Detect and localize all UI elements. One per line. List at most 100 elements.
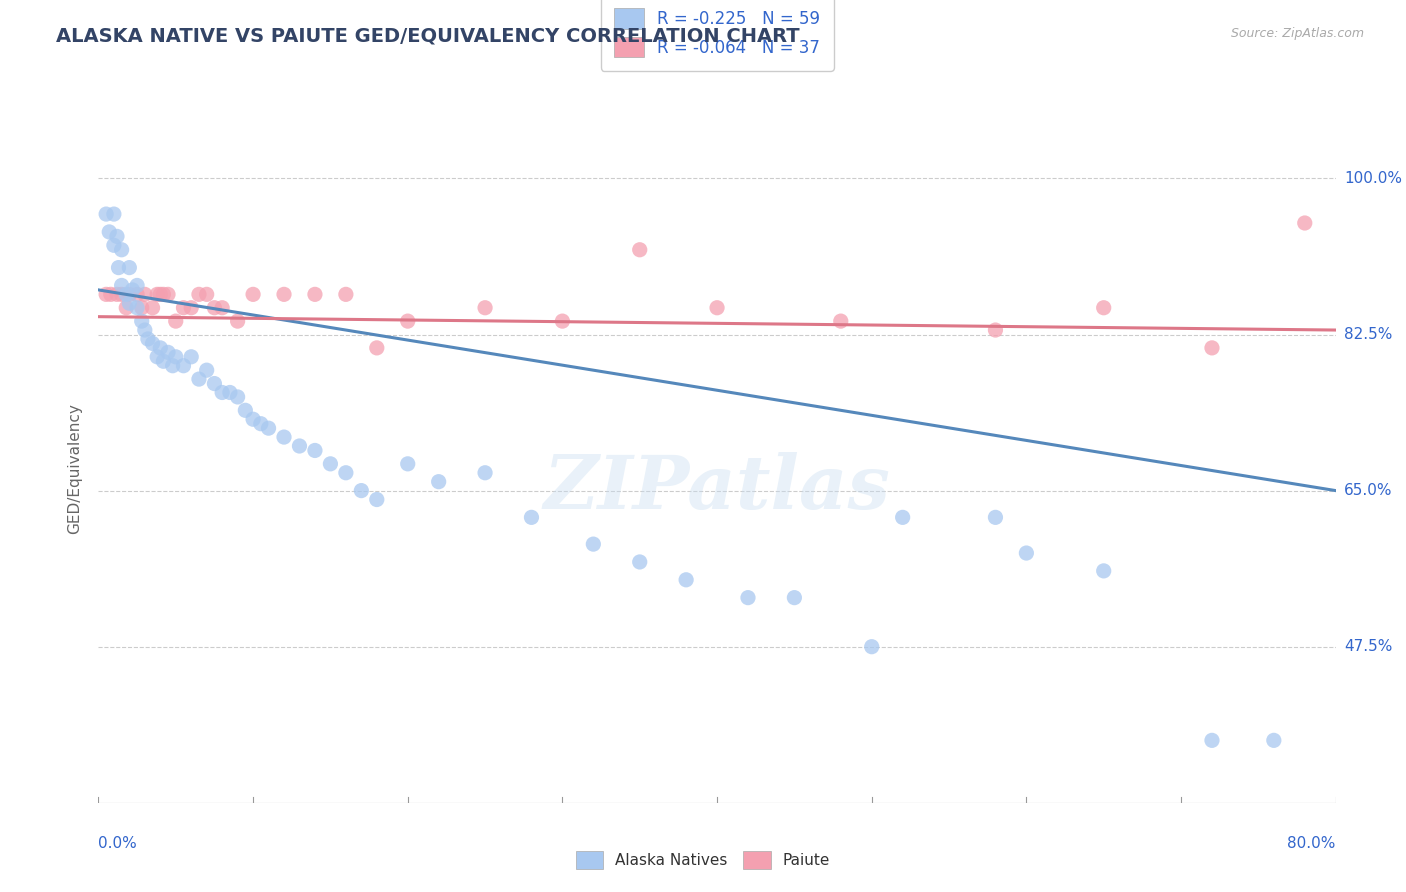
Point (172, 301, 194, 315)
Point (319, 457, 342, 471)
Point (131, 314, 153, 328)
Point (149, 287, 172, 301)
Text: 47.5%: 47.5% (1344, 640, 1392, 654)
Point (211, 385, 233, 400)
Point (157, 287, 180, 301)
Point (195, 363, 218, 377)
Point (366, 341, 388, 355)
Point (172, 359, 194, 373)
Text: Source: ZipAtlas.com: Source: ZipAtlas.com (1230, 27, 1364, 40)
Point (427, 475, 450, 489)
Point (233, 403, 257, 417)
Point (737, 591, 759, 605)
Text: 80.0%: 80.0% (1288, 837, 1336, 851)
Legend: Alaska Natives, Paiute: Alaska Natives, Paiute (569, 845, 837, 875)
Point (675, 573, 697, 587)
Point (105, 229, 128, 244)
Point (103, 238, 125, 252)
Point (250, 417, 273, 431)
Point (219, 385, 242, 400)
Point (984, 323, 1007, 337)
Point (628, 243, 651, 257)
Point (115, 301, 138, 315)
Point (304, 443, 326, 458)
Point (396, 457, 419, 471)
Point (551, 314, 574, 328)
Point (149, 341, 172, 355)
Point (115, 287, 138, 301)
Point (162, 359, 184, 373)
Point (136, 332, 159, 346)
Text: ZIPatlas: ZIPatlas (544, 452, 890, 524)
Y-axis label: GED/Equivalency: GED/Equivalency (67, 403, 83, 533)
Legend: R = -0.225   N = 59, R = -0.064   N = 37: R = -0.225 N = 59, R = -0.064 N = 37 (600, 0, 834, 70)
Point (111, 278, 132, 293)
Point (105, 287, 128, 301)
Point (1201, 733, 1223, 747)
Point (1263, 733, 1285, 747)
Point (134, 323, 156, 337)
Point (157, 345, 180, 359)
Point (204, 376, 226, 391)
Point (242, 412, 264, 426)
Point (211, 301, 233, 315)
Point (366, 492, 388, 507)
Point (118, 260, 141, 275)
Text: 65.0%: 65.0% (1344, 483, 1392, 498)
Point (165, 314, 187, 328)
Point (984, 510, 1007, 524)
Point (474, 301, 496, 315)
Point (335, 466, 357, 480)
Point (520, 510, 543, 524)
Point (195, 287, 218, 301)
Point (118, 296, 141, 310)
Point (188, 372, 211, 386)
Text: 0.0%: 0.0% (98, 837, 138, 851)
Point (304, 287, 326, 301)
Point (127, 278, 149, 293)
Point (141, 336, 165, 351)
Point (1092, 564, 1115, 578)
Point (706, 301, 728, 315)
Point (96, 287, 118, 301)
Point (131, 301, 153, 315)
Point (100, 287, 122, 301)
Point (226, 390, 249, 404)
Point (350, 483, 373, 498)
Point (582, 537, 605, 551)
Point (188, 287, 211, 301)
Point (891, 510, 914, 524)
Point (257, 421, 280, 435)
Text: 82.5%: 82.5% (1344, 327, 1392, 342)
Point (628, 555, 651, 569)
Point (118, 287, 141, 301)
Point (335, 287, 357, 301)
Point (204, 301, 226, 315)
Point (180, 301, 202, 315)
Point (103, 207, 125, 221)
Point (1092, 301, 1115, 315)
Point (1294, 216, 1316, 230)
Point (141, 301, 165, 315)
Point (860, 640, 883, 654)
Point (146, 287, 169, 301)
Point (107, 260, 129, 275)
Point (288, 439, 311, 453)
Point (1015, 546, 1038, 560)
Text: ALASKA NATIVE VS PAIUTE GED/EQUIVALENCY CORRELATION CHART: ALASKA NATIVE VS PAIUTE GED/EQUIVALENCY … (56, 27, 800, 45)
Point (96, 207, 118, 221)
Point (98, 225, 121, 239)
Point (242, 287, 264, 301)
Point (152, 287, 174, 301)
Point (152, 354, 174, 368)
Text: 100.0%: 100.0% (1344, 171, 1402, 186)
Point (111, 243, 132, 257)
Point (127, 287, 149, 301)
Point (134, 287, 156, 301)
Point (783, 591, 806, 605)
Point (396, 314, 419, 328)
Point (226, 314, 249, 328)
Point (1201, 341, 1223, 355)
Point (165, 350, 187, 364)
Point (111, 287, 132, 301)
